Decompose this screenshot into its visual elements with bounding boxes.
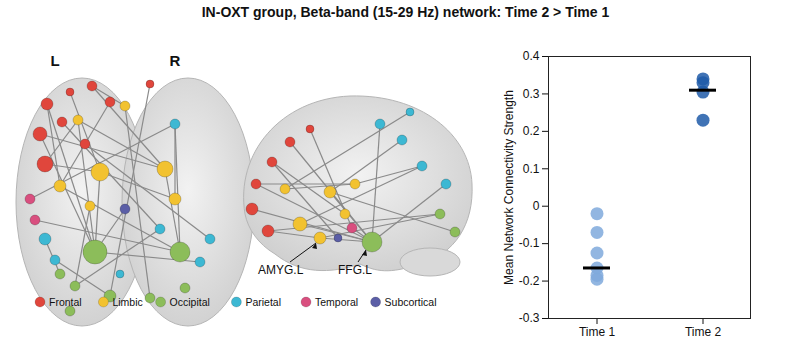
svg-text:-0.1: -0.1 bbox=[519, 236, 540, 250]
svg-text:0.3: 0.3 bbox=[523, 87, 540, 101]
svg-text:0.2: 0.2 bbox=[523, 124, 540, 138]
svg-text:Mean Network Connectivity Stre: Mean Network Connectivity Strength bbox=[502, 90, 516, 285]
svg-text:Limbic: Limbic bbox=[112, 296, 142, 308]
svg-text:0.4: 0.4 bbox=[523, 49, 540, 63]
svg-text:R: R bbox=[170, 52, 181, 69]
svg-text:Occipital: Occipital bbox=[170, 296, 210, 308]
html-text:IN-OXT group, Beta-band (15-29: IN-OXT group, Beta-band (15-29 Hz) netwo… bbox=[201, 4, 610, 20]
svg-text:Time 1: Time 1 bbox=[579, 325, 616, 339]
svg-text:-0.3: -0.3 bbox=[519, 311, 540, 325]
svg-text:Frontal: Frontal bbox=[49, 296, 82, 308]
svg-text:Time 2: Time 2 bbox=[685, 325, 722, 339]
svg-text:-0.2: -0.2 bbox=[519, 274, 540, 288]
svg-text:0: 0 bbox=[533, 199, 540, 213]
svg-text:AMYG.L: AMYG.L bbox=[258, 263, 304, 277]
svg-text:L: L bbox=[50, 52, 59, 69]
svg-text:0.1: 0.1 bbox=[523, 162, 540, 176]
svg-text:Subcortical: Subcortical bbox=[385, 296, 437, 308]
svg-text:FFG.L: FFG.L bbox=[338, 263, 372, 277]
svg-text:Parietal: Parietal bbox=[245, 296, 281, 308]
svg-text:Temporal: Temporal bbox=[315, 296, 358, 308]
